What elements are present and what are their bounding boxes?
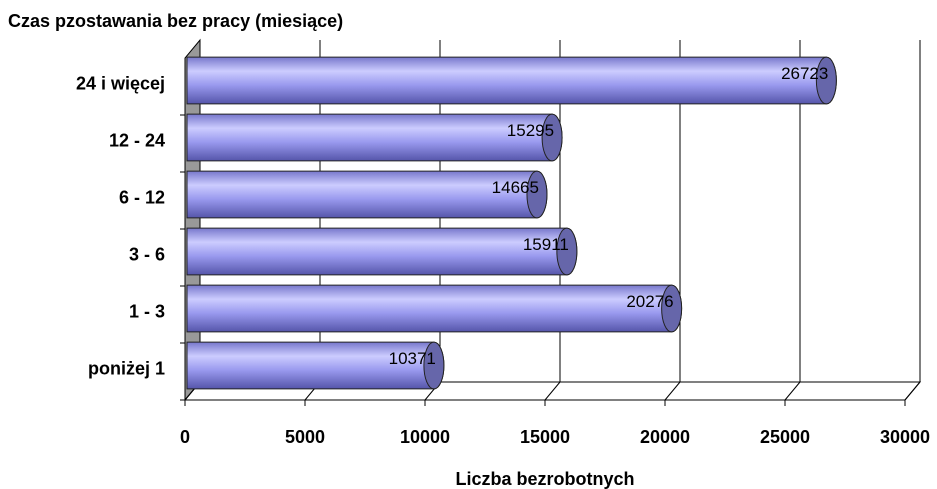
- x-tick-label: 15000: [520, 427, 570, 447]
- value-label: 15295: [507, 121, 554, 140]
- y-tick-label: poniżej 1: [88, 358, 165, 378]
- value-label: 26723: [781, 64, 828, 83]
- x-tick-label: 20000: [640, 427, 690, 447]
- grid-line: [664, 381, 681, 401]
- bar: [186, 56, 837, 105]
- x-tick-label: 5000: [285, 427, 325, 447]
- y-tick-label: 12 - 24: [109, 130, 165, 150]
- bar-end: [526, 170, 548, 219]
- y-tick-label: 6 - 12: [119, 187, 165, 207]
- grid-line: [784, 381, 801, 401]
- x-tick-label: 30000: [880, 427, 930, 447]
- value-label: 14665: [492, 178, 539, 197]
- y-tick-label: 1 - 3: [129, 301, 165, 321]
- bar: [186, 284, 683, 333]
- x-tick-label: 0: [180, 427, 190, 447]
- grid-line: [544, 381, 561, 401]
- bar: [186, 227, 578, 276]
- x-tick-label: 25000: [760, 427, 810, 447]
- grid-line: [904, 381, 921, 401]
- bar-end: [815, 56, 837, 105]
- y-tick-label: 3 - 6: [129, 244, 165, 264]
- chart-title: Czas pzostawania bez pracy (miesiące): [8, 11, 343, 31]
- value-label: 15911: [523, 235, 569, 254]
- value-label: 10371: [389, 349, 436, 368]
- y-tick-label: 24 i więcej: [76, 73, 165, 93]
- bar-end: [556, 227, 578, 276]
- bar-end: [423, 341, 445, 390]
- bar: [186, 113, 563, 162]
- x-tick-label: 10000: [400, 427, 450, 447]
- bar-end: [541, 113, 563, 162]
- x-axis-title: Liczba bezrobotnych: [455, 469, 634, 489]
- value-label: 20276: [626, 292, 673, 311]
- bar-end: [661, 284, 683, 333]
